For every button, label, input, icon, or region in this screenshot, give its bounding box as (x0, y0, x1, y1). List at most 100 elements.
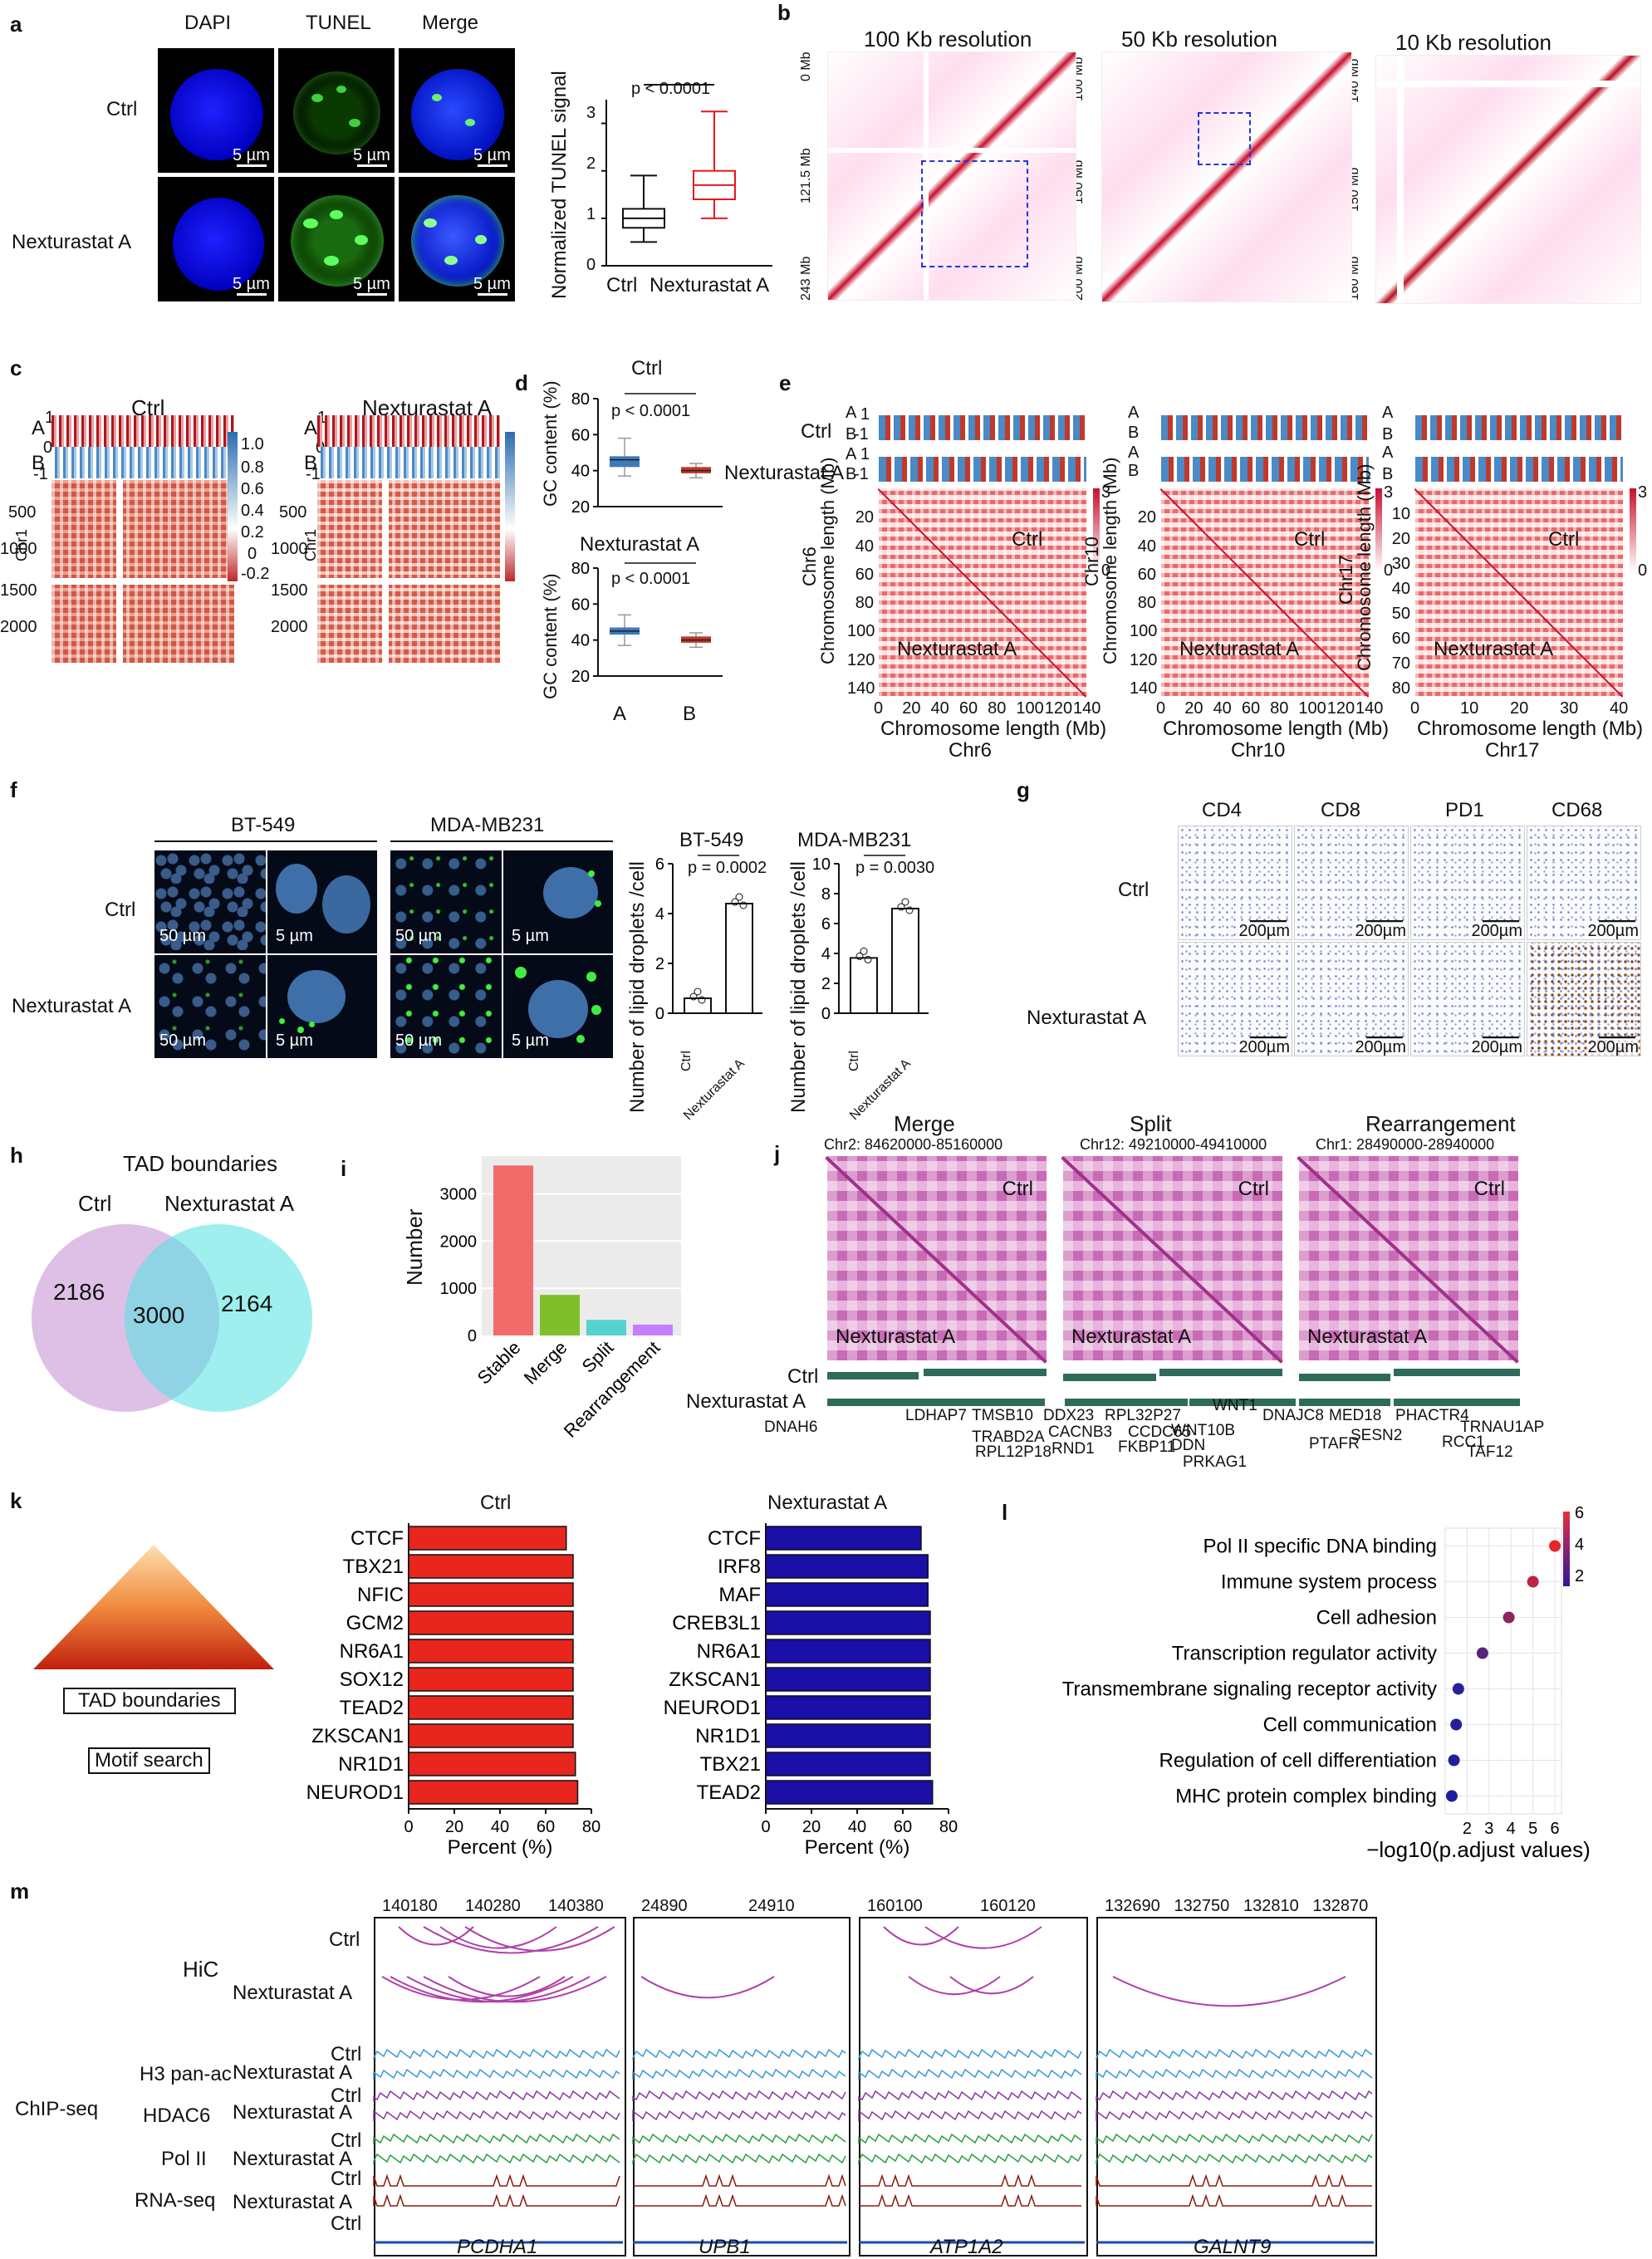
panel-label-l: l (1002, 1500, 1008, 1525)
e-ychr-Chr6: Chr6 (799, 546, 820, 586)
j-gene-WNT1: WNT1 (1213, 1397, 1257, 1414)
micro-dapi-ctrl: 5 µm (158, 48, 274, 173)
g-row-nex: Nexturastat A (1027, 1007, 1147, 1029)
f-tick-label: 0 (655, 1005, 664, 1023)
j-nex-track-1 (1065, 1399, 1188, 1406)
row-ctrl: Ctrl (106, 98, 138, 120)
g-col-pd1: PD1 (1445, 799, 1484, 821)
e-xtick: 0 (1410, 699, 1420, 718)
l-dot-6 (1448, 1754, 1460, 1767)
k-label-GCM2: GCM2 (346, 1612, 404, 1634)
col-merge: Merge (422, 12, 479, 34)
l-colorbar (1563, 1512, 1570, 1586)
m-coord: 132750 (1174, 1897, 1230, 1915)
j-heatmap-1: Ctrl Nexturastat A (1061, 1156, 1283, 1364)
f-row-nex: Nexturastat A (12, 995, 132, 1017)
b-ytick-1a: 0 Mb (799, 51, 813, 81)
e-nex-label-Chr10: Nexturastat A (1179, 638, 1300, 660)
g-scale: 200µm (1471, 922, 1522, 940)
j-nex: Nexturastat A (836, 1326, 956, 1348)
f-dot (735, 893, 743, 901)
e-chr-Chr10: Chr10 (1231, 739, 1286, 762)
f-x1a: Ctrl (679, 1051, 694, 1071)
e-colorbar-Chr17 (1630, 488, 1636, 571)
k-label-NR6A1: NR6A1 (340, 1640, 404, 1663)
d-tick-label: 60 (571, 426, 590, 444)
m-ctrl-4: Ctrl (331, 2212, 362, 2235)
k-bar-MAF (765, 1582, 929, 1607)
e-nex-label-Chr6: Nexturastat A (897, 638, 1017, 660)
k-bar-TBX21 (408, 1554, 574, 1579)
j-row-nex: Nexturastat A (686, 1390, 806, 1413)
m-ctrl-0: Ctrl (331, 2043, 362, 2065)
m-track (632, 2153, 846, 2164)
panel-label-c: c (10, 355, 22, 380)
panel-label-m: m (10, 1879, 30, 1904)
f-bar-Nexturastat A (891, 908, 919, 1014)
m-hic-ctrl: Ctrl (329, 1928, 360, 1951)
k-bar-CREB3L1 (765, 1610, 931, 1635)
b-hic-10kb (1375, 55, 1641, 304)
j-gene-PHACTR4: PHACTR4 (1395, 1407, 1469, 1424)
k-xtick-label: 40 (491, 1818, 509, 1836)
g-ihc-CD8-Ctrl: 200µm (1294, 826, 1409, 940)
k-bar-NEUROD1 (408, 1780, 579, 1805)
e-ytick: 30 (1391, 555, 1410, 573)
k-xtick-label: 0 (761, 1818, 770, 1836)
k-tad-triangle (33, 1545, 274, 1669)
a-ytick-3: 3 (586, 104, 596, 122)
l-label-3: Transcription regulator activity (1172, 1643, 1437, 1665)
micro-dapi-nex: 5 µm (158, 177, 274, 301)
c-ytick-0: 500 (8, 503, 37, 522)
col-tunel: TUNEL (306, 12, 371, 34)
j-row-ctrl: Ctrl (787, 1365, 819, 1388)
row-nex: Nexturastat A (12, 231, 132, 253)
k-xtick-label: 20 (445, 1818, 463, 1836)
e-xtick: 20 (1184, 699, 1203, 718)
c-m1: -1 (33, 465, 48, 483)
k-motif-box: Motif search (88, 1747, 210, 1774)
m-rna: RNA-seq (135, 2189, 216, 2212)
e-heatmap-Chr17 (1414, 488, 1624, 698)
g-scale: 200µm (1587, 922, 1639, 940)
f-tick-label: 4 (655, 905, 664, 924)
panel-label-d: d (515, 370, 528, 395)
m-track (858, 2110, 1082, 2121)
f-tick-label: 10 (812, 855, 831, 874)
micro-merge-nex: 5 µm (399, 177, 515, 301)
e-ytick: 120 (1130, 650, 1158, 669)
k-xtick-label: 80 (582, 1818, 601, 1836)
b-ytick-1c: 243 Mb (799, 256, 813, 301)
a-ytick-2: 2 (586, 154, 596, 173)
m-track (633, 2193, 846, 2207)
e-ytick: 80 (1391, 679, 1410, 698)
e-xtick: 20 (902, 699, 921, 718)
c-colorbar-ctrl (228, 432, 238, 581)
k-label-TBX21: TBX21 (343, 1556, 404, 1578)
i-tick-label: 2000 (440, 1232, 478, 1251)
e-xtick: 60 (1241, 699, 1261, 718)
m-arc-nex (448, 1976, 566, 1997)
i-bar-Stable (493, 1165, 533, 1335)
j-gene-TAF12: TAF12 (1467, 1443, 1513, 1461)
e-ab-label: B (1382, 465, 1394, 483)
e-colorbar-Chr6 (1093, 488, 1100, 571)
f-bar-mda: 0 2 4 6 8 10 (812, 855, 929, 1023)
e-xtick: 0 (874, 699, 884, 718)
m-svg-1 (632, 1976, 847, 2244)
k-xtick-label: 20 (802, 1818, 821, 1836)
k-bar-CTCF (408, 1526, 567, 1551)
j-heatmap-2: Ctrl Nexturastat A (1297, 1156, 1519, 1364)
m-track (632, 2048, 846, 2060)
e-ab-label: A (1128, 404, 1140, 422)
k-xtick-label: 60 (894, 1818, 912, 1836)
m-arc-nex (423, 1976, 607, 2003)
e-cb-top: 3 (1384, 483, 1394, 502)
k-bar-TEAD2 (765, 1780, 934, 1805)
e-xlabel-Chr17: Chromosome length (Mb) (1417, 718, 1644, 740)
e-ytick: 20 (1391, 530, 1410, 548)
m-track (1096, 2153, 1373, 2164)
e-ab-label: 1 (860, 445, 870, 463)
c-ytick-3: 2000 (0, 618, 37, 636)
